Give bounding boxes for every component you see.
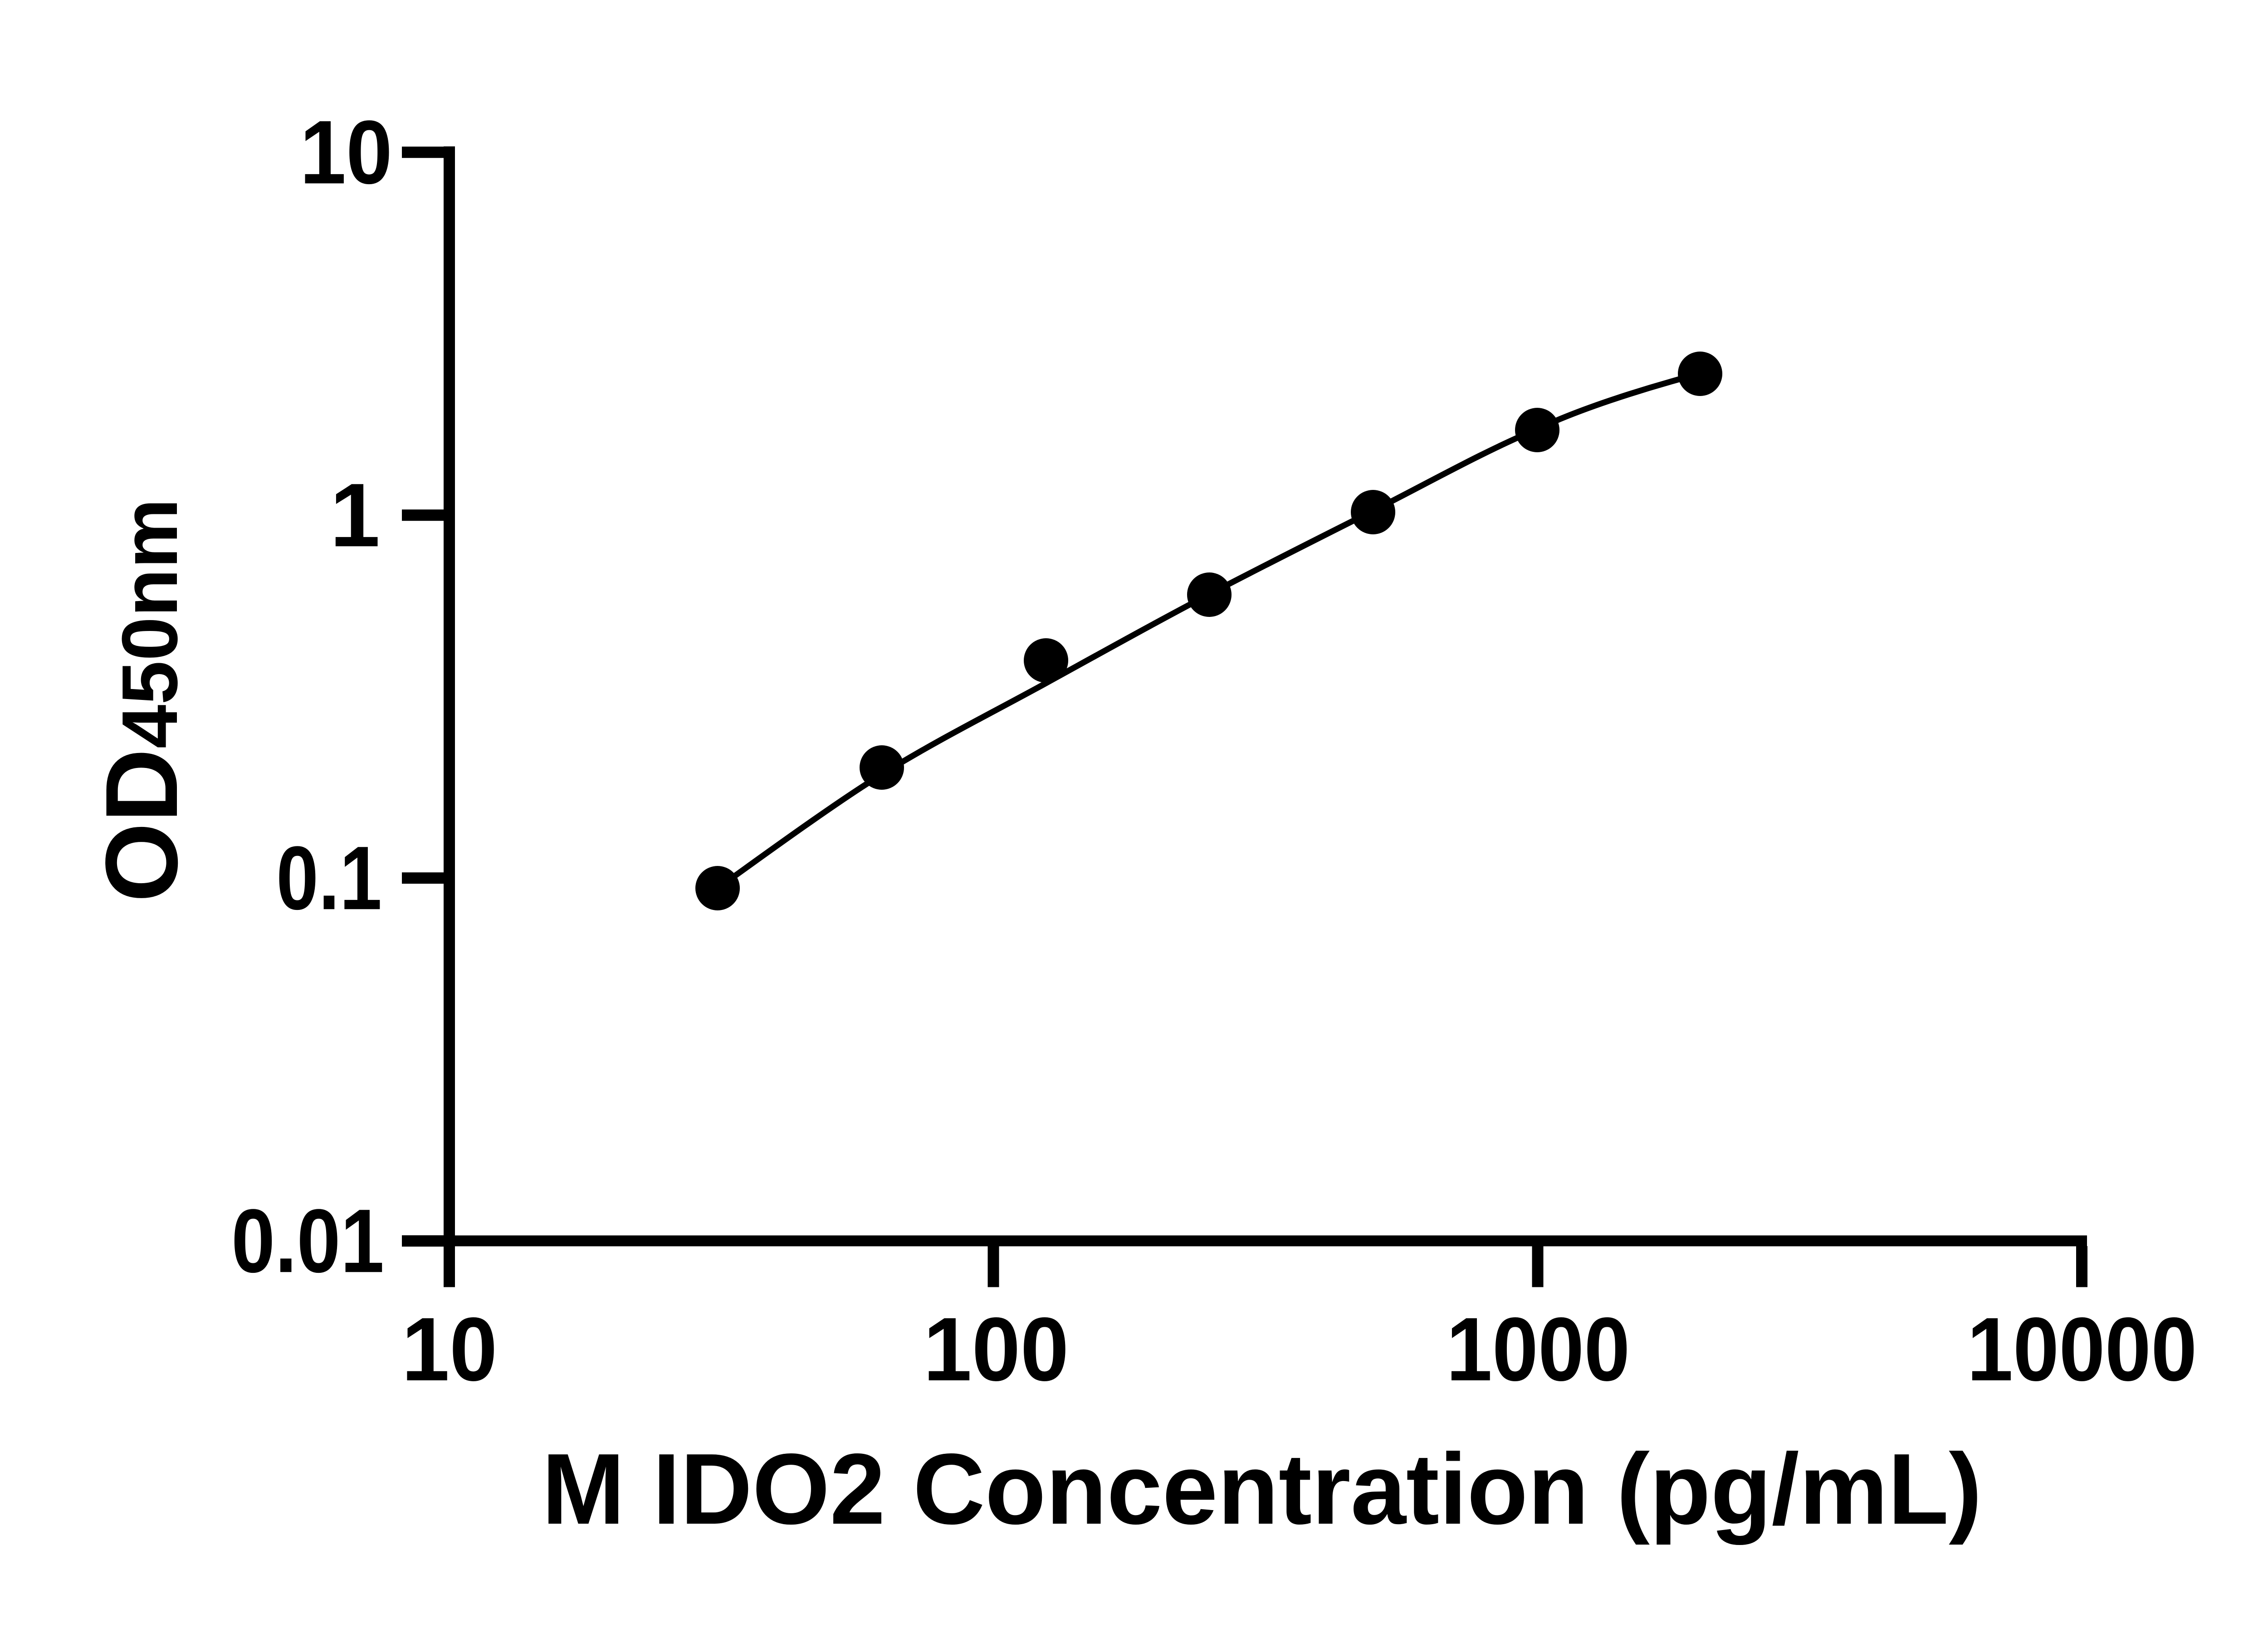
svg-text:OD450nm: OD450nm: [84, 499, 199, 902]
svg-text:10000: 10000: [1967, 1299, 2197, 1400]
svg-text:100: 100: [924, 1299, 1069, 1400]
svg-text:10: 10: [402, 1299, 498, 1400]
svg-text:1000: 1000: [1447, 1299, 1630, 1400]
svg-text:M IDO2 Concentration (pg/mL): M IDO2 Concentration (pg/mL): [542, 1433, 1982, 1545]
svg-text:0.1: 0.1: [276, 828, 382, 929]
svg-text:1: 1: [330, 465, 380, 566]
svg-text:0.01: 0.01: [231, 1191, 384, 1291]
svg-text:10: 10: [300, 102, 392, 203]
